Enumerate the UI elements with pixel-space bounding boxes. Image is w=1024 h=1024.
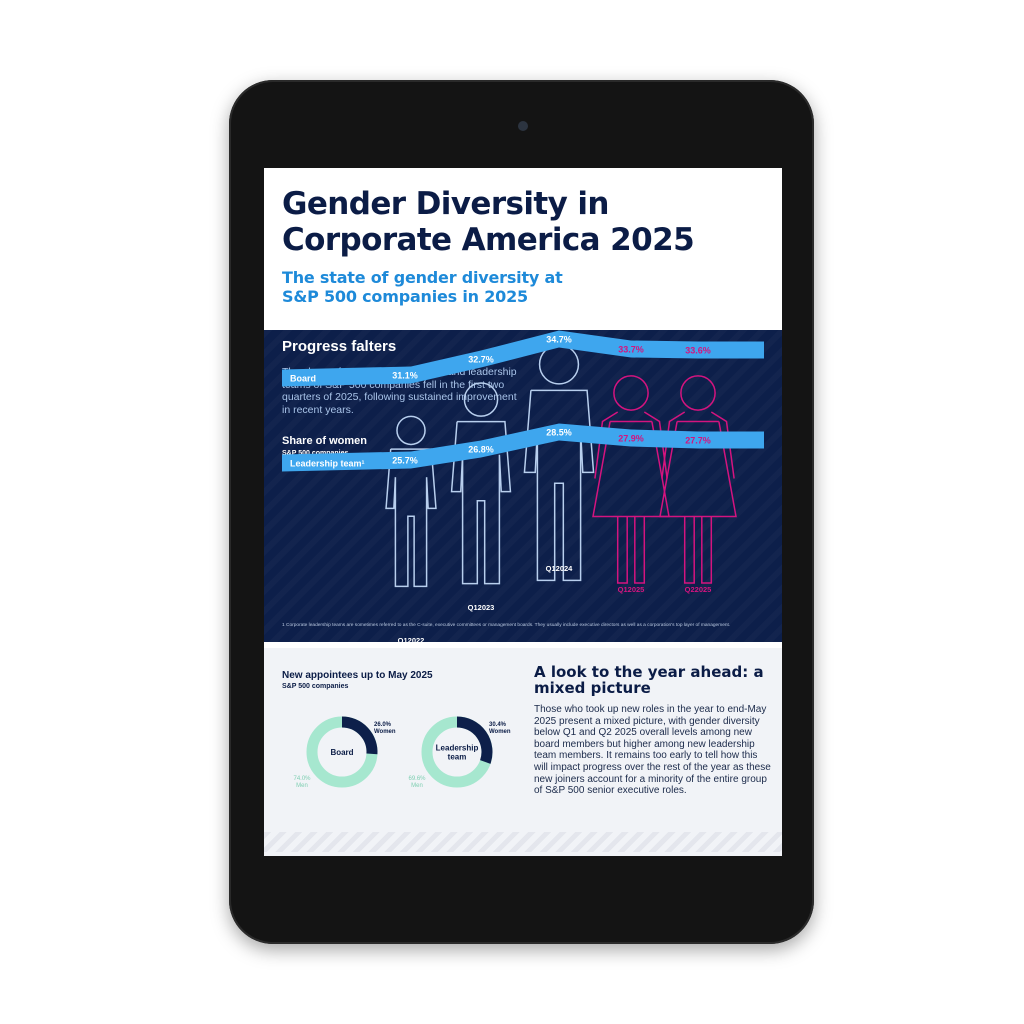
chart-title: Share of women — [282, 435, 367, 447]
camera-icon — [518, 121, 528, 131]
appointees-title: New appointees up to May 2025 — [282, 670, 433, 681]
outlook-title: A look to the year ahead: a mixed pictur… — [534, 663, 764, 697]
women-pct-label: 30.4% — [489, 722, 507, 728]
donut-center-label: Board — [330, 748, 353, 757]
data-label: 32.7% — [468, 355, 494, 365]
data-label: 34.7% — [546, 335, 572, 345]
band-leadership — [282, 423, 764, 472]
progress-title: Progress falters — [282, 338, 397, 355]
tablet-screen: Gender Diversity in Corporate America 20… — [264, 168, 782, 856]
person-figure-0 — [385, 415, 437, 588]
category-label: Q12022 — [398, 636, 425, 642]
data-label: 33.7% — [618, 345, 644, 355]
men-legend-label: Men — [296, 783, 308, 789]
appointees-subtitle: S&P 500 companies — [282, 683, 349, 690]
data-label: 28.5% — [546, 428, 572, 438]
page-title: Gender Diversity in Corporate America 20… — [282, 186, 695, 258]
category-label: Q12024 — [546, 564, 574, 573]
category-label: Q22025 — [685, 585, 712, 594]
band-board — [282, 330, 764, 387]
share-of-women-chart: Q12022 Q12023 Q12024 Q12025 Q22025 Board 31.1%… — [282, 330, 764, 642]
person-figure-1 — [450, 382, 512, 585]
person-figure-4 — [659, 375, 737, 584]
men-legend-label: Men — [411, 783, 423, 789]
person-figure-3 — [592, 375, 670, 584]
donut-women-arc — [456, 716, 493, 764]
series-label-board: Board — [290, 374, 316, 384]
men-pct-label: 69.6% — [408, 776, 426, 782]
data-label: 27.9% — [618, 434, 644, 444]
women-legend-label: Women — [489, 729, 511, 735]
data-label: 27.7% — [685, 436, 711, 446]
series-label-leadership: Leadership team¹ — [290, 459, 365, 469]
category-label: Q12025 — [618, 585, 645, 594]
category-label: Q12023 — [468, 603, 495, 612]
page-subtitle: The state of gender diversity at S&P 500… — [282, 268, 563, 306]
men-pct-label: 74.0% — [293, 776, 311, 782]
women-pct-label: 26.0% — [374, 722, 392, 728]
appointees-donut-charts: Board26.0%Women74.0%MenLeadershipteam30.… — [293, 716, 511, 789]
data-label: 25.7% — [392, 456, 418, 466]
women-legend-label: Women — [374, 729, 396, 735]
person-figure-2 — [523, 344, 595, 582]
header-panel — [264, 168, 782, 328]
lower-panel — [264, 648, 782, 856]
donut-center-label: team — [448, 753, 467, 762]
data-label: 26.8% — [468, 445, 494, 455]
data-label: 31.1% — [392, 371, 418, 381]
decorative-stripes — [264, 832, 782, 852]
donut-center-label: Leadership — [436, 744, 479, 753]
footnote: 1 Corporate leadership teams are sometim… — [282, 623, 731, 628]
donut-women-arc — [341, 716, 378, 755]
data-label: 33.6% — [685, 346, 711, 356]
outlook-body: Those who took up new roles in the year … — [534, 704, 771, 797]
chart-subtitle: S&P 500 companies — [282, 450, 349, 457]
